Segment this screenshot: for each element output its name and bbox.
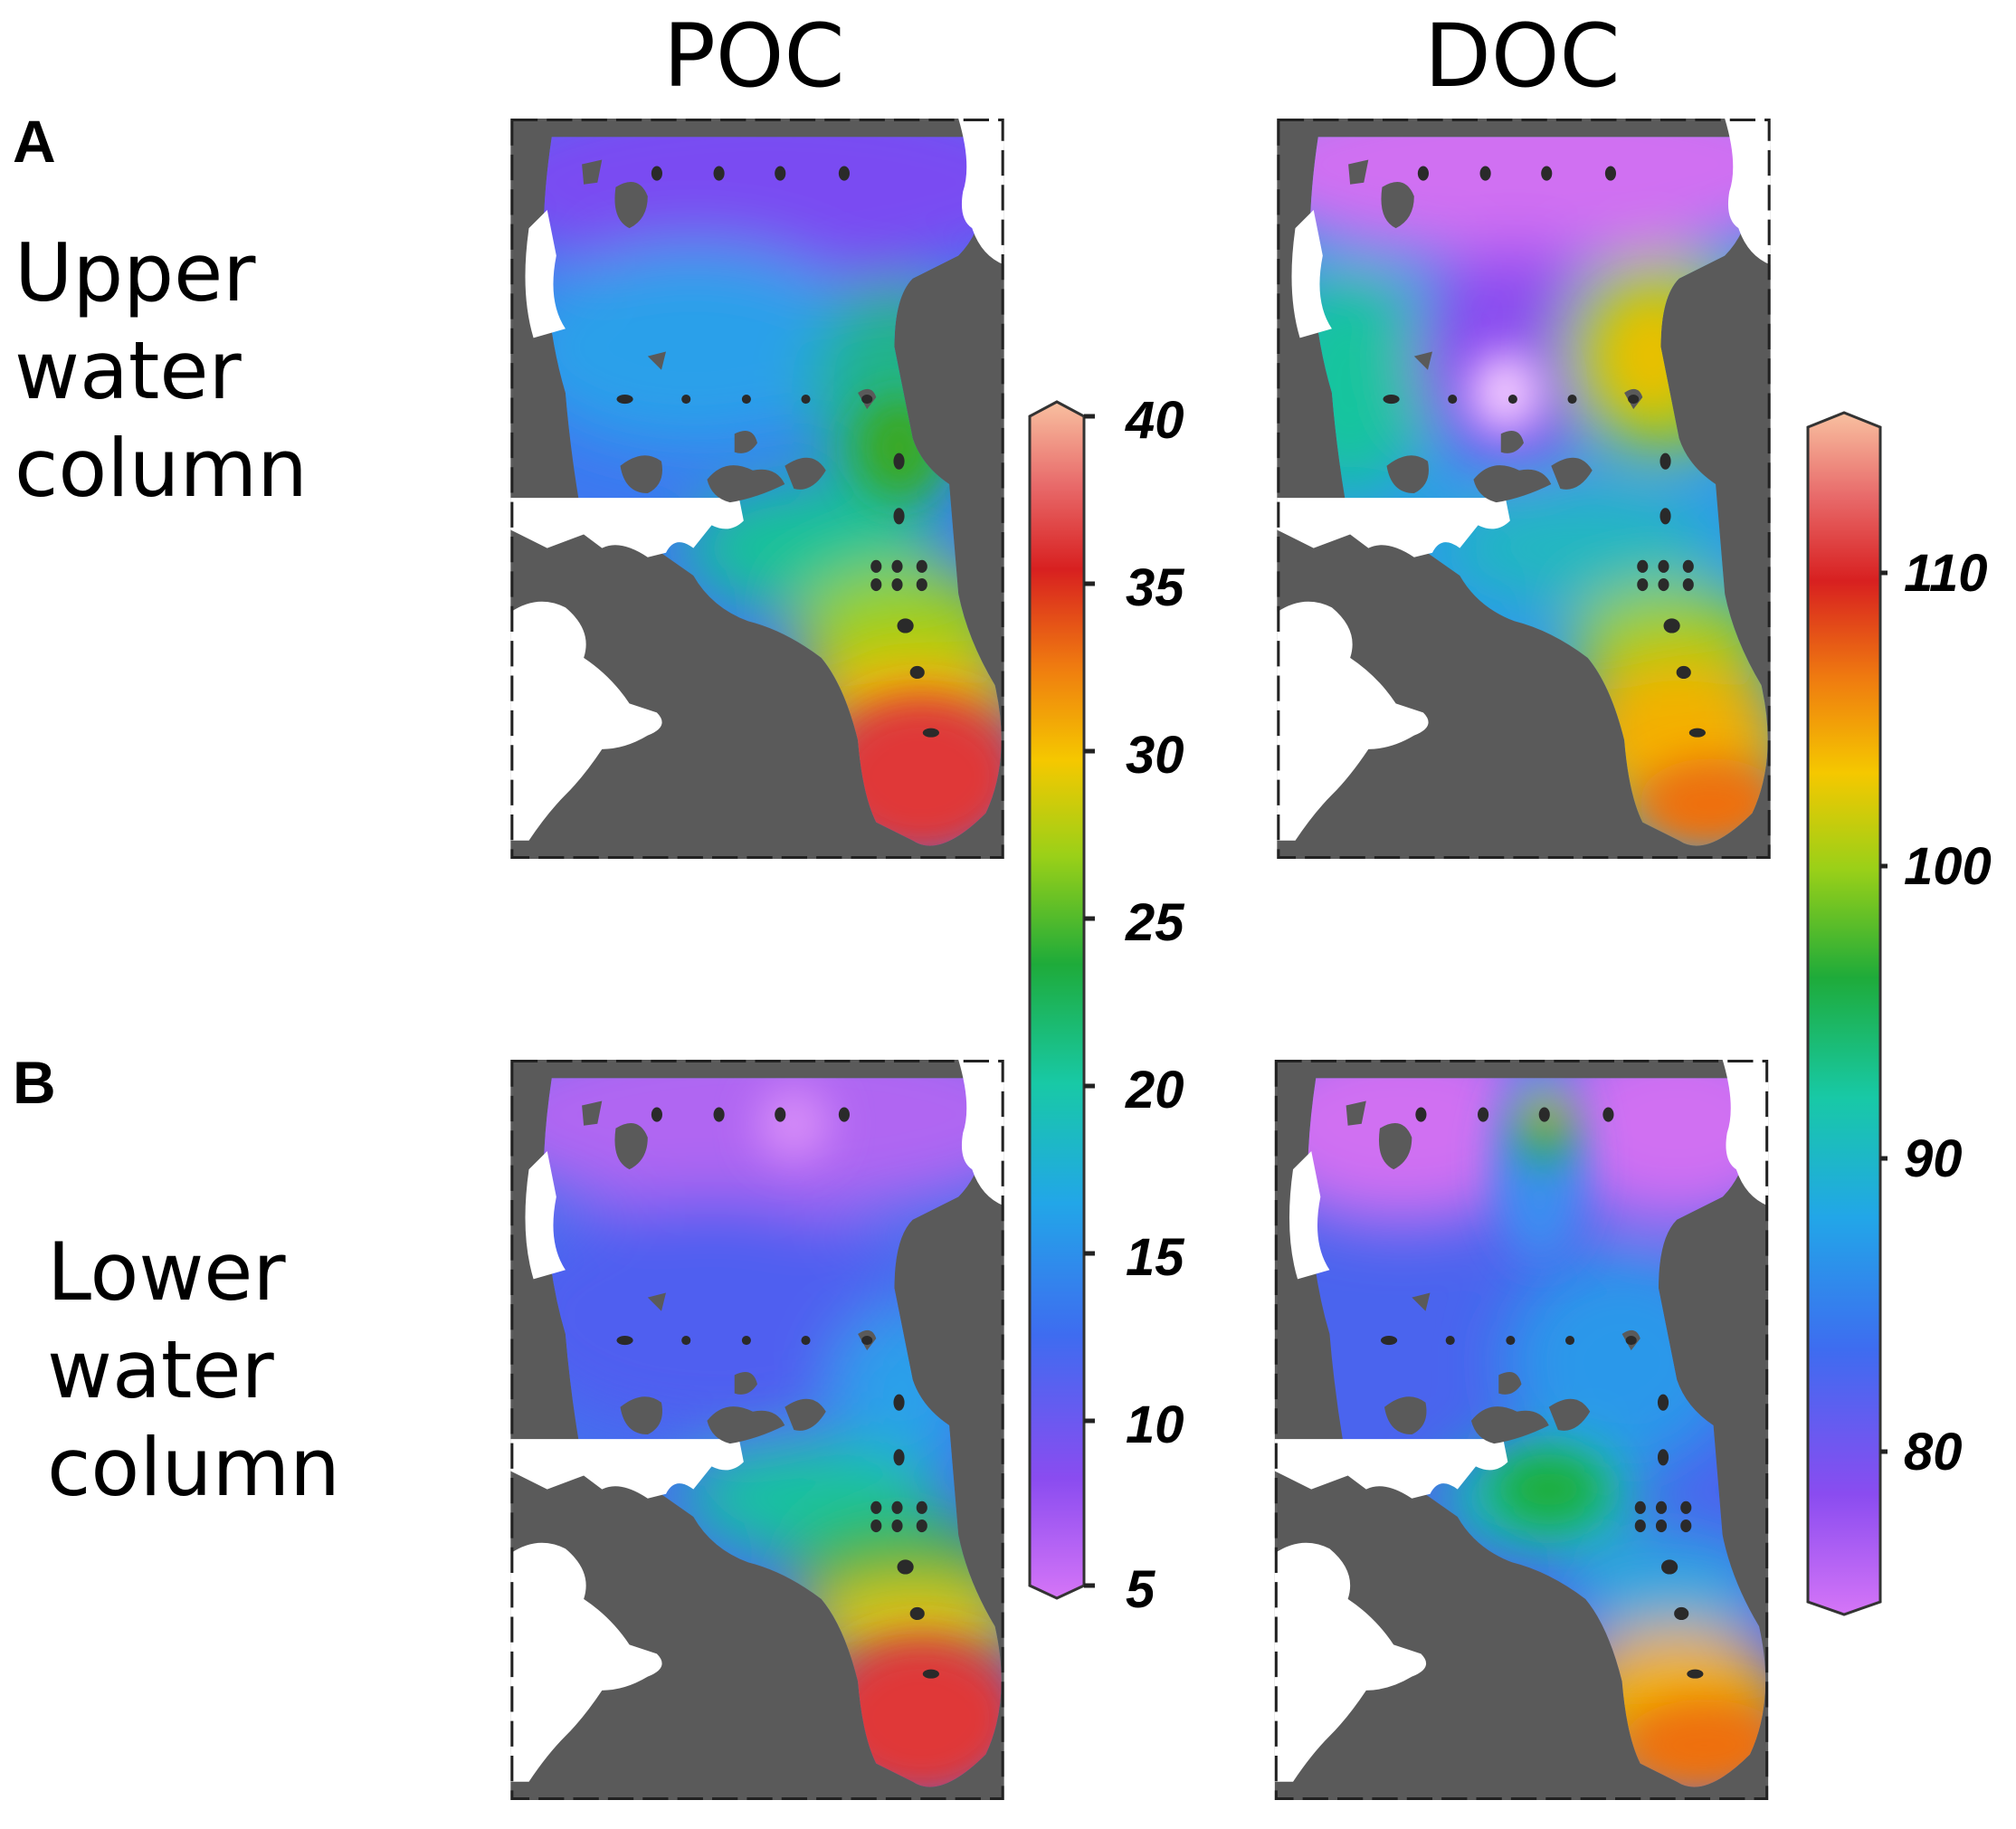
poc-tick-label: 40 bbox=[1126, 391, 1184, 450]
lower-water-column-label: Lower water column bbox=[47, 1225, 340, 1515]
doc-colorbar bbox=[1806, 411, 1888, 1616]
poc-colorbar bbox=[1028, 400, 1095, 1600]
poc-tick-label: 20 bbox=[1126, 1061, 1184, 1119]
poc-tick-label: 25 bbox=[1126, 893, 1184, 952]
poc-tick-label: 30 bbox=[1126, 726, 1184, 785]
doc-column-title: DOC bbox=[1424, 5, 1621, 107]
sampling-stations bbox=[1383, 166, 1706, 738]
doc-tick-label: 110 bbox=[1904, 544, 1988, 603]
poc-tick-label: 5 bbox=[1126, 1560, 1155, 1619]
doc-colorbar-ticks bbox=[1880, 570, 1888, 1454]
poc-tick-label: 15 bbox=[1126, 1228, 1184, 1287]
doc-tick-label: 100 bbox=[1904, 837, 1992, 896]
poc-column-title: POC bbox=[663, 5, 845, 107]
sampling-stations bbox=[1380, 1107, 1704, 1679]
doc-upper-map bbox=[1277, 119, 1771, 859]
poc-lower-map bbox=[510, 1060, 1004, 1800]
doc-tick-label: 90 bbox=[1904, 1129, 1963, 1188]
doc-lower-map bbox=[1274, 1060, 1769, 1800]
poc-tick-label: 10 bbox=[1126, 1396, 1184, 1454]
doc-tick-label: 80 bbox=[1904, 1423, 1963, 1481]
panel-b-letter: B bbox=[13, 1049, 56, 1116]
sampling-stations bbox=[616, 1107, 939, 1679]
panel-a-letter: A bbox=[13, 108, 56, 175]
upper-water-column-label: Upper water column bbox=[14, 226, 308, 516]
poc-tick-label: 35 bbox=[1126, 558, 1184, 617]
poc-upper-concentration-field bbox=[543, 137, 1002, 846]
sampling-stations bbox=[616, 166, 939, 738]
poc-upper-map bbox=[510, 119, 1004, 859]
poc-colorbar-ticks bbox=[1084, 414, 1095, 1588]
